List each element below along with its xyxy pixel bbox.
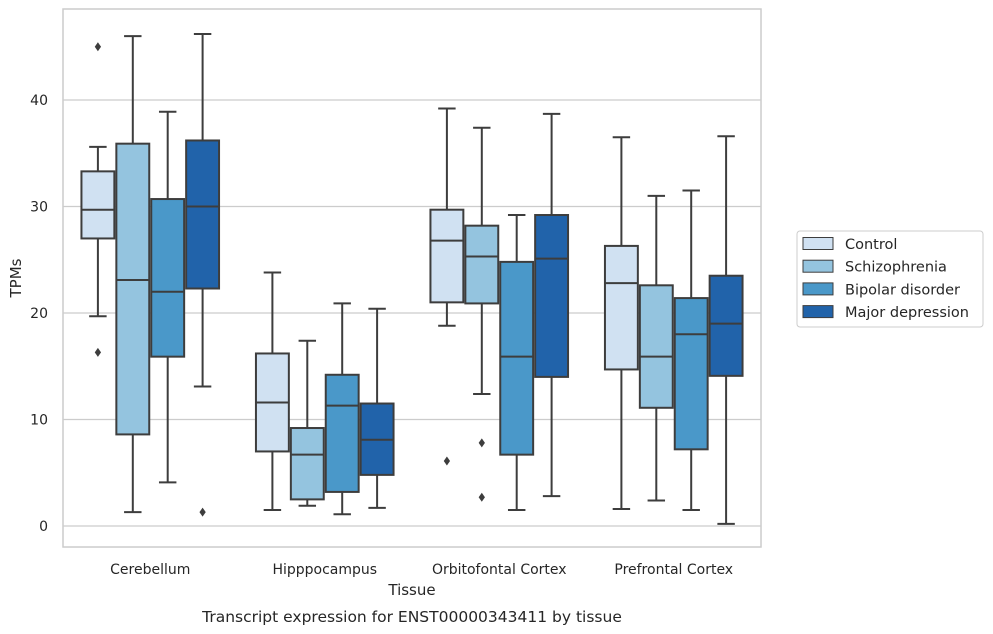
box-schizophrenia <box>115 35 151 514</box>
box-schizophrenia <box>638 194 674 502</box>
legend: Control Schizophrenia Bipolar disorder Majo… <box>796 230 984 328</box>
legend-swatch <box>802 237 834 250</box>
x-axis-label: Tissue <box>387 581 435 599</box>
box-iqr <box>499 260 535 456</box>
legend-swatch <box>802 259 834 273</box>
box-iqr <box>324 373 360 493</box>
box-control <box>603 136 639 510</box>
box-major-depression <box>185 32 221 517</box>
plot-boxes <box>80 32 744 525</box>
y-tick-labels: 0 10 20 30 40 <box>30 93 48 535</box>
x-tick-label: Hipppocampus <box>272 562 377 578</box>
legend-swatch <box>802 282 834 296</box>
box-bipolar-disorder <box>324 302 360 516</box>
x-tick-label: Cerebellum <box>110 562 190 578</box>
box-iqr <box>638 284 674 409</box>
box-iqr <box>150 198 186 358</box>
legend-swatch <box>802 305 834 319</box>
box-iqr <box>289 427 325 501</box>
legend-label: Schizophrenia <box>845 260 947 276</box>
box-control <box>254 271 290 512</box>
box-control <box>80 42 116 357</box>
box-bipolar-disorder <box>150 110 186 484</box>
box-major-depression <box>708 135 744 525</box>
box-iqr <box>185 139 221 290</box>
box-iqr <box>429 208 465 304</box>
box-iqr <box>115 142 151 436</box>
box-control <box>429 107 465 466</box>
box-schizophrenia <box>289 339 325 507</box>
chart-caption: Transcript expression for ENST0000034341… <box>201 608 622 626</box>
plot-frame <box>62 8 762 548</box>
outlier-marker <box>443 456 451 466</box>
box-bipolar-disorder <box>673 189 709 512</box>
box-bipolar-disorder <box>499 214 535 512</box>
y-tick-label: 40 <box>30 93 48 109</box>
outlier-marker <box>94 42 102 52</box>
x-tick-label: Prefrontal Cortex <box>614 562 733 578</box>
outlier-marker <box>94 347 102 357</box>
y-axis-label: TPMs <box>7 258 25 298</box>
legend-frame <box>796 230 984 328</box>
legend-label: Bipolar disorder <box>845 282 960 298</box>
box-major-depression <box>359 307 395 509</box>
box-iqr <box>464 224 500 305</box>
box-iqr <box>534 214 570 378</box>
y-tick-label: 10 <box>30 413 48 429</box>
outlier-marker <box>478 492 485 502</box>
box-major-depression <box>534 112 570 498</box>
outlier-marker <box>199 507 206 517</box>
box-schizophrenia <box>464 126 500 502</box>
box-iqr <box>708 274 744 377</box>
x-tick-label: Orbitofontal Cortex <box>432 562 567 578</box>
box-iqr <box>603 244 639 371</box>
legend-label: Major depression <box>845 305 969 321</box>
y-tick-label: 0 <box>39 519 48 535</box>
y-tick-label: 20 <box>30 306 48 322</box>
legend-items: Control Schizophrenia Bipolar disorder Majo… <box>802 237 969 321</box>
y-tick-label: 30 <box>30 200 48 216</box>
box-iqr <box>673 297 709 451</box>
legend-label: Control <box>845 237 897 253</box>
box-iqr <box>80 170 116 240</box>
outlier-marker <box>478 438 485 448</box>
x-tick-labels: Cerebellum Hipppocampus Orbitofontal Corte… <box>110 562 733 578</box>
